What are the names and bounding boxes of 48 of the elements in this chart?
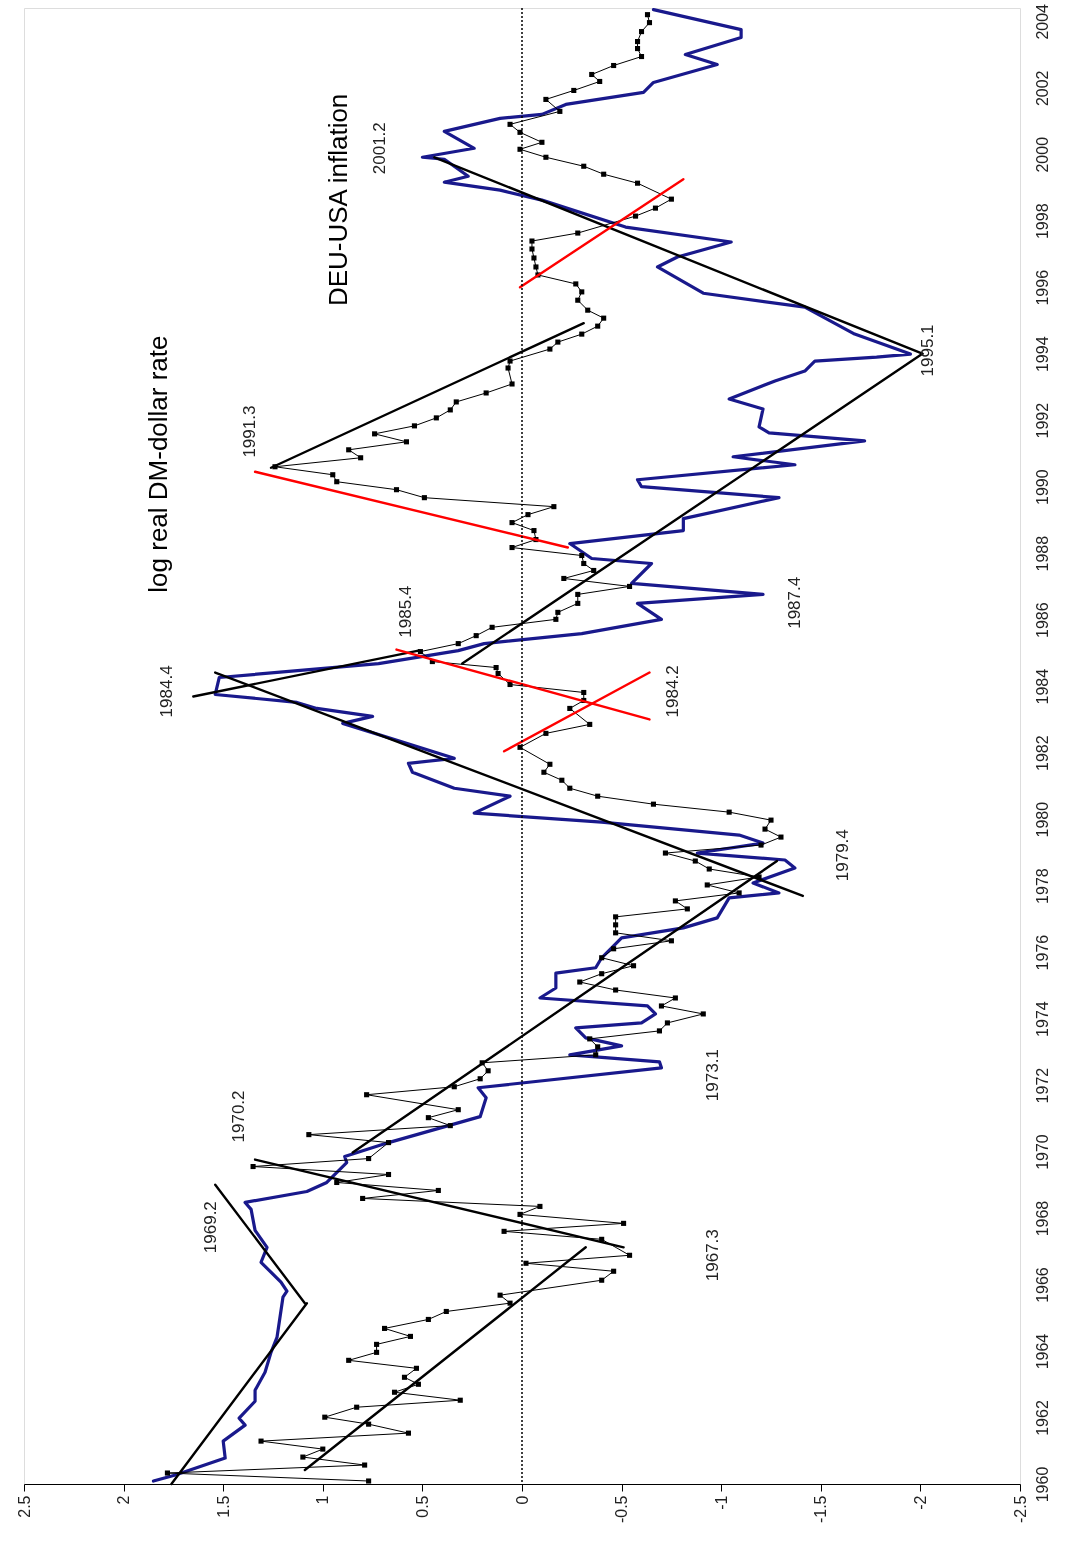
annotation: DEU-USA inflation — [322, 93, 353, 307]
annotation: log real DM-dollar rate — [143, 335, 174, 593]
x-tick-label: -2 — [911, 1495, 929, 1510]
y-tick-label: 2000 — [1033, 136, 1051, 173]
x-tick-label: 1 — [314, 1495, 332, 1505]
y-tick-label: 1960 — [1033, 1466, 1051, 1503]
y-tick-label: 1988 — [1033, 535, 1051, 572]
x-tick-label: -0.5 — [613, 1495, 631, 1524]
y-tick-label: 1996 — [1033, 269, 1051, 306]
x-tick-label: 0 — [513, 1495, 531, 1505]
y-tick-label: 1970 — [1033, 1134, 1051, 1170]
y-tick-label: 1968 — [1033, 1200, 1051, 1237]
y-tick-label: 2004 — [1033, 3, 1051, 40]
annotation: 1991.3 — [240, 405, 260, 458]
y-tick-label: 1972 — [1033, 1067, 1051, 1104]
y-tick-label: 1990 — [1033, 469, 1051, 505]
y-tick-label: 1962 — [1033, 1400, 1051, 1436]
annotation: 1995.1 — [918, 324, 938, 377]
annotation: 1973.1 — [703, 1049, 723, 1102]
y-tick-label: 1978 — [1033, 868, 1051, 904]
y-tick-label: 1976 — [1033, 934, 1051, 971]
y-tick-label: 1994 — [1033, 336, 1051, 373]
annotation: 1967.3 — [703, 1229, 723, 1282]
x-tick-label: 1.5 — [214, 1495, 232, 1518]
annotation: 1985.4 — [396, 585, 416, 638]
annotation: 1979.4 — [832, 829, 852, 882]
annotation: 1970.2 — [229, 1090, 249, 1143]
y-tick-label: 1982 — [1033, 735, 1051, 771]
x-tick-label: -2.5 — [1011, 1495, 1029, 1524]
annotation: 1969.2 — [201, 1201, 221, 1254]
y-tick-label: 1998 — [1033, 203, 1051, 240]
y-tick-label: 2002 — [1033, 70, 1051, 107]
annotation: 1984.2 — [663, 665, 683, 718]
y-tick-label: 1986 — [1033, 602, 1051, 638]
x-tick-label: 0.5 — [413, 1495, 431, 1518]
y-tick-label: 1980 — [1033, 801, 1051, 838]
y-tick-label: 1966 — [1033, 1267, 1051, 1303]
annotation: 2001.2 — [369, 122, 389, 175]
annotation: 1987.4 — [784, 576, 804, 629]
y-tick-label: 1974 — [1033, 1001, 1051, 1037]
y-tick-label: 1992 — [1033, 402, 1051, 439]
x-tick-label: -1 — [712, 1495, 730, 1510]
x-tick-label: 2.5 — [15, 1495, 33, 1518]
y-tick-label: 1964 — [1033, 1333, 1051, 1370]
y-tick-label: 1984 — [1033, 668, 1051, 705]
x-tick-label: -1.5 — [812, 1495, 830, 1524]
x-tick-label: 2 — [115, 1495, 133, 1505]
annotation: 1984.4 — [157, 665, 177, 718]
